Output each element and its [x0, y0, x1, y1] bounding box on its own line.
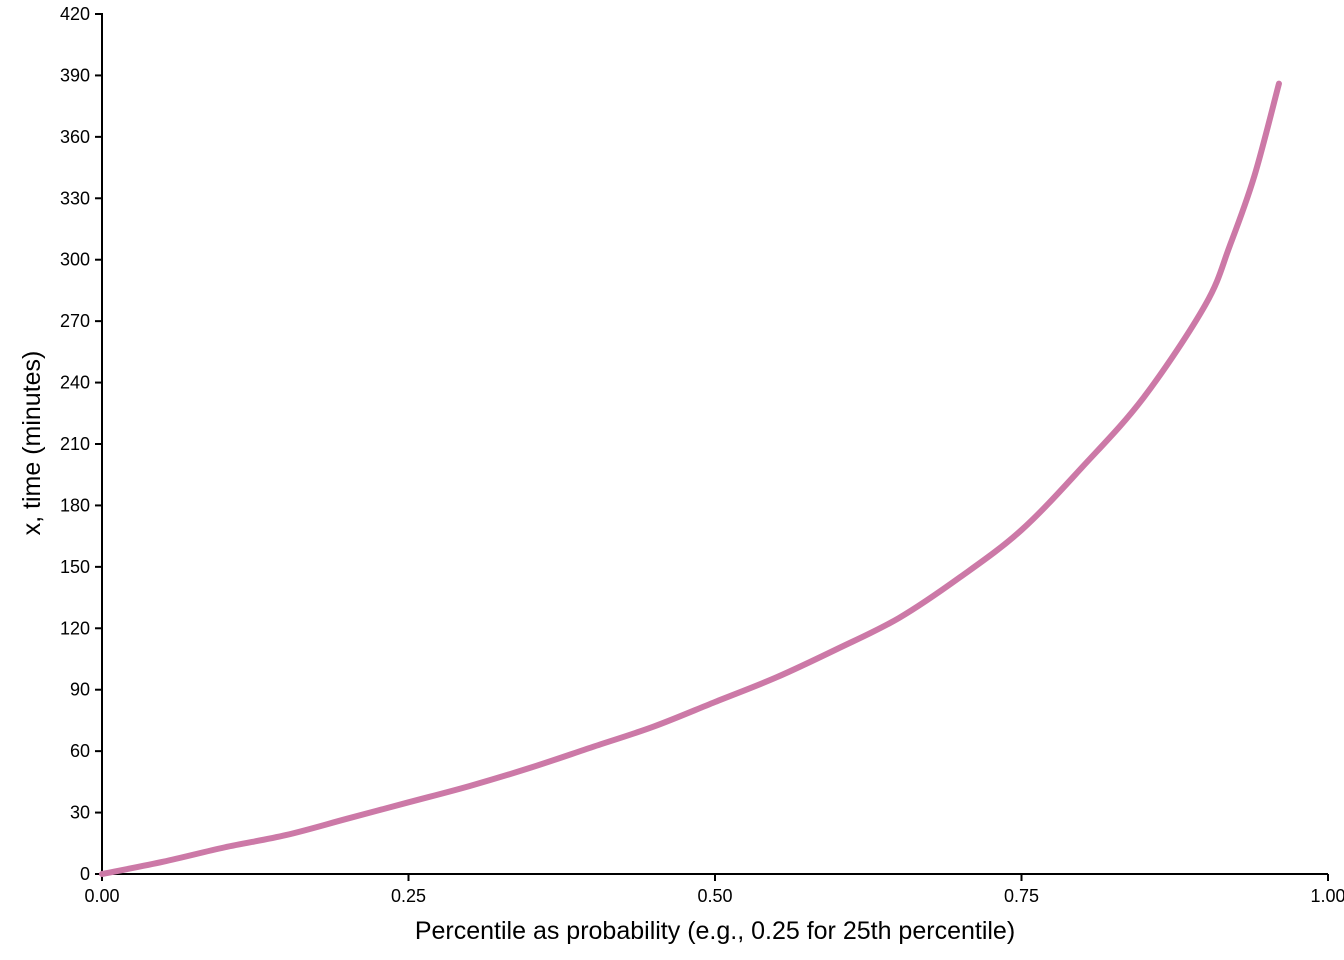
- y-tick-label: 0: [80, 864, 90, 884]
- y-tick-label: 300: [60, 250, 90, 270]
- y-tick-label: 150: [60, 557, 90, 577]
- y-axis-ticks: 0 30 60 90 120 150 180 210 240 270 300 330 360 390 420: [60, 4, 102, 884]
- y-tick-label: 270: [60, 311, 90, 331]
- y-tick-label: 330: [60, 188, 90, 208]
- x-tick-label: 0.25: [391, 886, 426, 906]
- y-tick-label: 210: [60, 434, 90, 454]
- y-tick-label: 30: [70, 803, 90, 823]
- y-tick-label: 180: [60, 495, 90, 515]
- x-axis-ticks: 0.00 0.25 0.50 0.75 1.00: [84, 874, 1344, 906]
- y-tick-label: 120: [60, 618, 90, 638]
- y-tick-label: 420: [60, 4, 90, 24]
- y-tick-label: 390: [60, 65, 90, 85]
- y-axis-title: x, time (minutes): [18, 351, 46, 536]
- y-tick-label: 360: [60, 127, 90, 147]
- y-tick-label: 60: [70, 741, 90, 761]
- series-line: [99, 80, 1282, 877]
- x-tick-label: 0.75: [1004, 886, 1039, 906]
- y-tick-label: 240: [60, 373, 90, 393]
- y-tick-label: 90: [70, 680, 90, 700]
- x-axis-title: Percentile as probability (e.g., 0.25 fo…: [415, 917, 1015, 945]
- x-tick-label: 0.00: [84, 886, 119, 906]
- x-tick-label: 0.50: [697, 886, 732, 906]
- x-tick-label: 1.00: [1310, 886, 1344, 906]
